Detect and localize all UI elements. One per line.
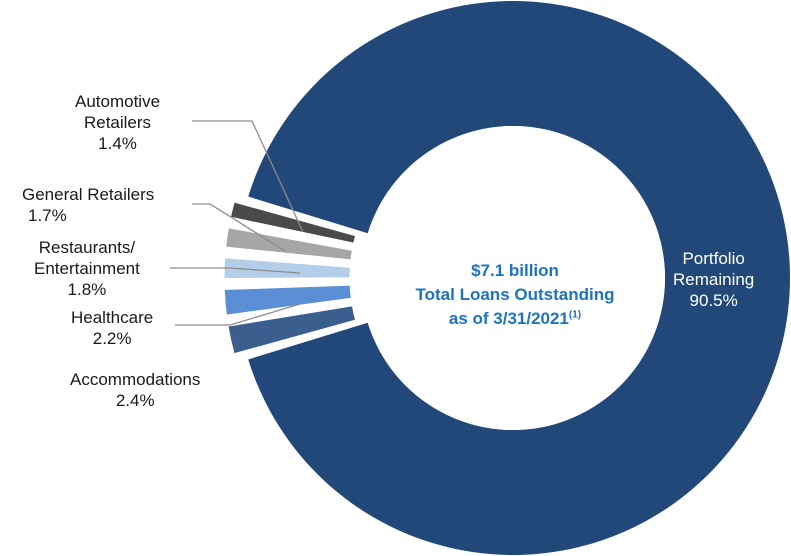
slice-restaurants <box>221 255 354 282</box>
label-accommodations: Accommodations 2.4% <box>70 369 200 411</box>
label-automotive-line2: Retailers <box>83 113 152 132</box>
slice-general <box>222 224 356 263</box>
center-footnote: (1) <box>568 309 582 321</box>
label-portfolio-line2: Remaining <box>673 270 755 289</box>
slice-accommodations <box>225 302 359 357</box>
leader-line-automotive <box>192 120 304 233</box>
label-accommodations-line1: Accommodations <box>70 370 201 389</box>
label-portfolio-line1: Portfolio <box>682 249 745 268</box>
leader-line-general <box>192 203 286 252</box>
label-restaurants-value: 1.8% <box>67 280 107 299</box>
leader-line-restaurants <box>170 267 301 274</box>
label-general-line1: General Retailers <box>22 185 155 204</box>
slice-portfolio <box>248 0 790 555</box>
donut-hole <box>361 126 665 430</box>
label-general-value: 1.7% <box>28 206 67 225</box>
center-amount: $7.1 billion <box>471 261 559 280</box>
label-healthcare-line1: Healthcare <box>71 308 154 327</box>
slice-automotive <box>227 198 359 247</box>
leader-line-healthcare <box>175 303 301 326</box>
label-healthcare-value: 2.2% <box>92 329 132 348</box>
label-automotive: Automotive Retailers 1.4% <box>75 91 160 154</box>
label-restaurants-line1: Restaurants/ <box>38 238 136 257</box>
label-healthcare: Healthcare 2.2% <box>71 307 153 349</box>
label-restaurants: Restaurants/ Entertainment 1.8% <box>34 237 140 300</box>
label-general: General Retailers 1.7% <box>22 184 154 226</box>
center-line-3: as of 3/31/2021(1) <box>448 309 582 328</box>
label-accommodations-value: 2.4% <box>115 391 155 410</box>
center-label: $7.1 billion Total Loans Outstanding as … <box>380 259 650 331</box>
center-line-2: Total Loans Outstanding <box>415 285 615 304</box>
slice-healthcare <box>221 282 355 318</box>
label-portfolio: Portfolio Remaining 90.5% <box>673 248 754 311</box>
label-automotive-line1: Automotive <box>75 92 161 111</box>
label-portfolio-value: 90.5% <box>689 291 738 310</box>
label-restaurants-line2: Entertainment <box>34 259 140 278</box>
label-automotive-value: 1.4% <box>98 134 137 153</box>
